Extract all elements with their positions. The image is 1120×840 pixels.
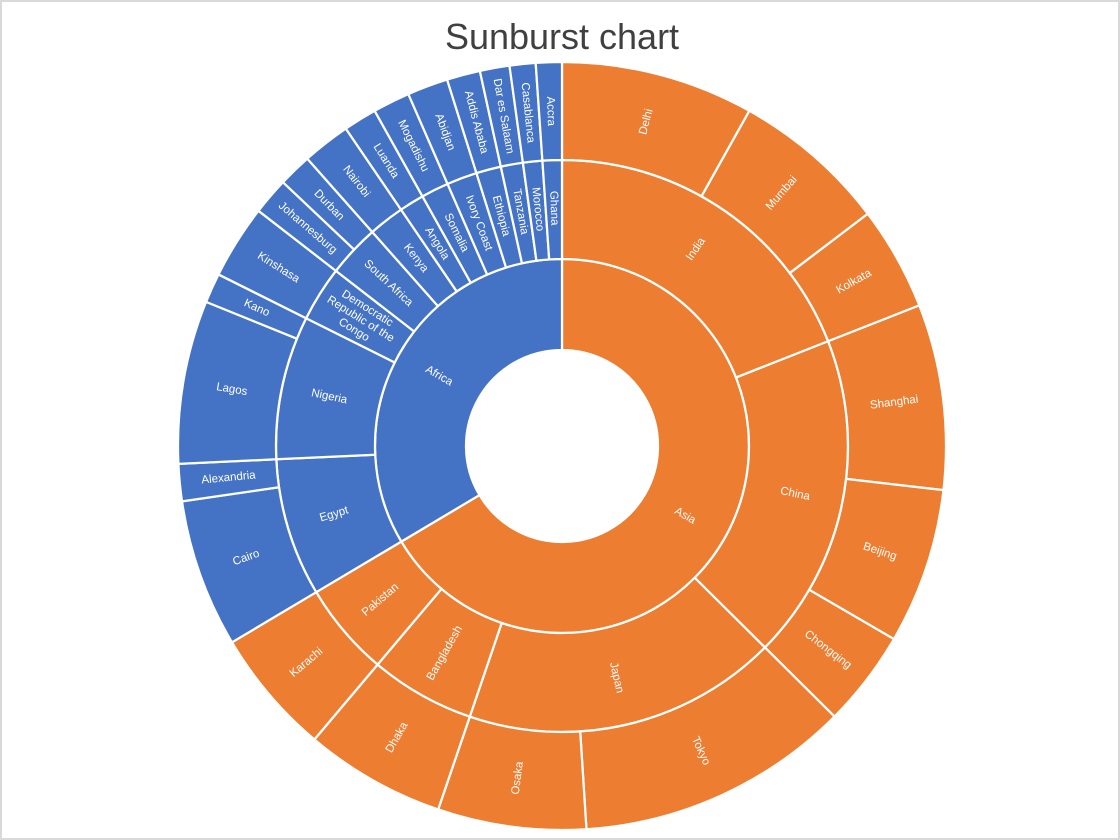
segment-accra[interactable] — [534, 60, 564, 162]
chart-title: Sunburst chart — [444, 16, 680, 57]
